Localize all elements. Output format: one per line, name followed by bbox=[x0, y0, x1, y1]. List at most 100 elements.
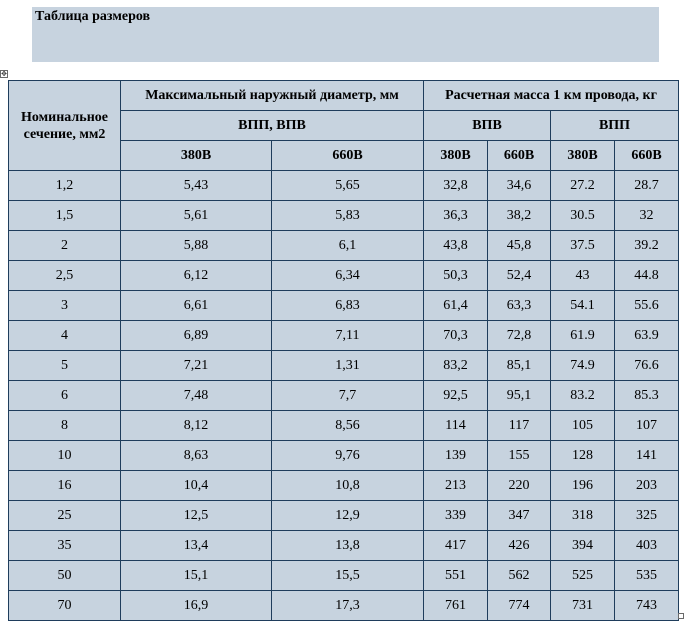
value-cell: 36,3 bbox=[423, 200, 489, 231]
value-cell: 5,83 bbox=[270, 200, 425, 231]
value-cell: 743 bbox=[614, 590, 680, 621]
title-box: Таблица размеров bbox=[32, 7, 659, 62]
table-row: 10 8,63 9,76 139 155 128 141 bbox=[8, 440, 680, 471]
table-row: 3 6,61 6,83 61,4 63,3 54.1 55.6 bbox=[8, 290, 680, 321]
value-cell: 562 bbox=[487, 560, 552, 591]
value-cell: 83,2 bbox=[423, 350, 489, 381]
value-cell: 394 bbox=[550, 530, 616, 561]
page-title: Таблица размеров bbox=[35, 9, 151, 24]
value-cell: 76.6 bbox=[614, 350, 680, 381]
value-cell: 1,31 bbox=[270, 350, 425, 381]
value-cell: 38,2 bbox=[487, 200, 552, 231]
value-cell: 34,6 bbox=[487, 170, 552, 201]
value-cell: 155 bbox=[487, 440, 552, 471]
table-row: 1,2 5,43 5,65 32,8 34,6 27.2 28.7 bbox=[8, 170, 680, 201]
value-cell: 5,43 bbox=[120, 170, 272, 201]
value-cell: 7,7 bbox=[270, 380, 425, 411]
value-cell: 9,76 bbox=[270, 440, 425, 471]
value-cell: 318 bbox=[550, 500, 616, 531]
value-cell: 15,5 bbox=[270, 560, 425, 591]
value-cell: 85,1 bbox=[487, 350, 552, 381]
value-cell: 8,12 bbox=[120, 410, 272, 441]
section-cell: 16 bbox=[8, 470, 121, 501]
value-cell: 213 bbox=[423, 470, 489, 501]
value-cell: 70,3 bbox=[423, 320, 489, 351]
header-voltage-cell: 380В bbox=[550, 140, 616, 171]
value-cell: 52,4 bbox=[487, 260, 552, 291]
value-cell: 8,63 bbox=[120, 440, 272, 471]
value-cell: 12,9 bbox=[270, 500, 425, 531]
value-cell: 83.2 bbox=[550, 380, 616, 411]
table-move-handle-icon[interactable]: ✥ bbox=[0, 70, 8, 78]
value-cell: 13,8 bbox=[270, 530, 425, 561]
value-cell: 6,1 bbox=[270, 230, 425, 261]
value-cell: 7,48 bbox=[120, 380, 272, 411]
value-cell: 63.9 bbox=[614, 320, 680, 351]
value-cell: 774 bbox=[487, 590, 552, 621]
table-row: 5 7,21 1,31 83,2 85,1 74.9 76.6 bbox=[8, 350, 680, 381]
value-cell: 105 bbox=[550, 410, 616, 441]
header-voltage-cell: 660В bbox=[614, 140, 680, 171]
value-cell: 339 bbox=[423, 500, 489, 531]
value-cell: 325 bbox=[614, 500, 680, 531]
section-cell: 35 bbox=[8, 530, 121, 561]
value-cell: 30.5 bbox=[550, 200, 616, 231]
section-cell: 25 bbox=[8, 500, 121, 531]
value-cell: 220 bbox=[487, 470, 552, 501]
section-cell: 4 bbox=[8, 320, 121, 351]
value-cell: 15,1 bbox=[120, 560, 272, 591]
value-cell: 7,11 bbox=[270, 320, 425, 351]
header-voltage-cell: 660В bbox=[270, 140, 425, 171]
value-cell: 761 bbox=[423, 590, 489, 621]
value-cell: 39.2 bbox=[614, 230, 680, 261]
value-cell: 13,4 bbox=[120, 530, 272, 561]
value-cell: 731 bbox=[550, 590, 616, 621]
section-cell: 1,2 bbox=[8, 170, 121, 201]
value-cell: 6,34 bbox=[270, 260, 425, 291]
value-cell: 17,3 bbox=[270, 590, 425, 621]
value-cell: 117 bbox=[487, 410, 552, 441]
table-row: 2,5 6,12 6,34 50,3 52,4 43 44.8 bbox=[8, 260, 680, 291]
value-cell: 403 bbox=[614, 530, 680, 561]
value-cell: 55.6 bbox=[614, 290, 680, 321]
value-cell: 43,8 bbox=[423, 230, 489, 261]
header-row-groups: Номинальное сечение, мм2 Максимальный на… bbox=[8, 80, 680, 171]
value-cell: 85.3 bbox=[614, 380, 680, 411]
value-cell: 8,56 bbox=[270, 410, 425, 441]
section-cell: 10 bbox=[8, 440, 121, 471]
value-cell: 61,4 bbox=[423, 290, 489, 321]
section-cell: 1,5 bbox=[8, 200, 121, 231]
section-cell: 2 bbox=[8, 230, 121, 261]
value-cell: 63,3 bbox=[487, 290, 552, 321]
value-cell: 128 bbox=[550, 440, 616, 471]
section-cell: 3 bbox=[8, 290, 121, 321]
table-body: 1,2 5,43 5,65 32,8 34,6 27.2 28.7 1,5 5,61 5,83 36… bbox=[8, 170, 680, 621]
value-cell: 37.5 bbox=[550, 230, 616, 261]
value-cell: 10,8 bbox=[270, 470, 425, 501]
value-cell: 44.8 bbox=[614, 260, 680, 291]
value-cell: 114 bbox=[423, 410, 489, 441]
header-row-types: ВПП, ВПВ ВПВ ВПП bbox=[9, 110, 680, 141]
table-row: 35 13,4 13,8 417 426 394 403 bbox=[8, 530, 680, 561]
value-cell: 107 bbox=[614, 410, 680, 441]
table-row: 16 10,4 10,8 213 220 196 203 bbox=[8, 470, 680, 501]
table-row: 2 5,88 6,1 43,8 45,8 37.5 39.2 bbox=[8, 230, 680, 261]
section-cell: 2,5 bbox=[8, 260, 121, 291]
value-cell: 92,5 bbox=[423, 380, 489, 411]
table-resize-handle-icon[interactable] bbox=[678, 613, 684, 619]
value-cell: 61.9 bbox=[550, 320, 616, 351]
value-cell: 551 bbox=[423, 560, 489, 591]
value-cell: 5,65 bbox=[270, 170, 425, 201]
value-cell: 27.2 bbox=[550, 170, 616, 201]
value-cell: 54.1 bbox=[550, 290, 616, 321]
table-header: Номинальное сечение, мм2 Максимальный на… bbox=[8, 80, 680, 171]
value-cell: 196 bbox=[550, 470, 616, 501]
value-cell: 10,4 bbox=[120, 470, 272, 501]
header-row-voltage: 380В 660В 380В 660В 380В 660В bbox=[9, 140, 680, 171]
header-calc-mass: Расчетная масса 1 км провода, кг bbox=[423, 80, 680, 111]
value-cell: 7,21 bbox=[120, 350, 272, 381]
value-cell: 45,8 bbox=[487, 230, 552, 261]
size-table: Номинальное сечение, мм2 Максимальный на… bbox=[8, 80, 680, 621]
value-cell: 5,88 bbox=[120, 230, 272, 261]
header-mass-vpv: ВПВ bbox=[423, 110, 552, 141]
